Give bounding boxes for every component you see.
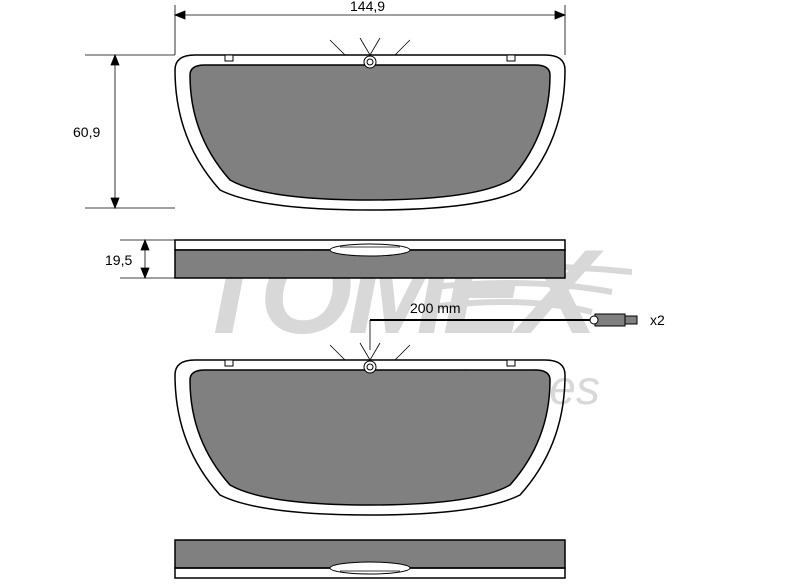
sensor-qty: x2: [650, 312, 665, 328]
brake-pad-side-bottom: [175, 540, 565, 578]
thickness-dimension: 19,5: [105, 252, 132, 268]
height-dimension: 60,9: [73, 124, 100, 140]
sensor-length: 200 mm: [410, 300, 461, 316]
width-dimension: 144,9: [350, 0, 385, 14]
brake-pad-bottom: [175, 343, 565, 515]
brake-pad-side-top: [175, 240, 565, 278]
brake-pad-top: [175, 38, 565, 210]
sensor-wire: [370, 314, 637, 350]
technical-drawing: [0, 0, 786, 583]
